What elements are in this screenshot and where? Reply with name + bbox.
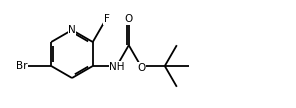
Text: F: F [104, 14, 110, 24]
Text: Br: Br [16, 61, 28, 71]
Text: N: N [68, 25, 76, 35]
Text: O: O [125, 14, 133, 24]
Text: O: O [138, 63, 146, 73]
Text: NH: NH [109, 62, 125, 72]
